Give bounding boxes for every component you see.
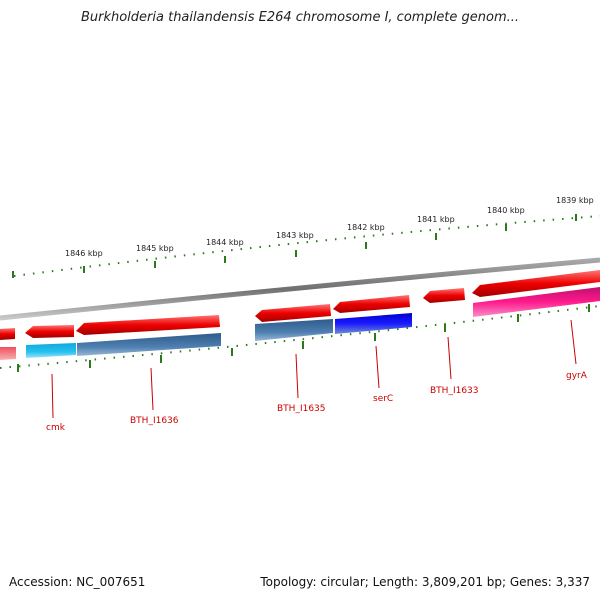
gene-arrows [0,270,600,340]
gene-arrow-bth-i1633 [423,288,465,303]
gene-arrow-bth-i1635 [255,304,331,322]
cds-bar [473,287,600,317]
gene-arrow-bth-i1636 [76,315,220,335]
kbp-label: 1844 kbp [206,238,244,247]
kbp-label: 1842 kbp [347,223,385,232]
map-title: Burkholderia thailandensis E264 chromoso… [80,10,520,25]
label-leaders [51,319,577,419]
kbp-labels: 1846 kbp 1845 kbp 1844 kbp 1843 kbp 1842… [65,196,594,258]
kbp-label: 1845 kbp [136,244,174,253]
gene-arrow-gyra [472,270,600,297]
cds-bar [335,313,412,334]
gene-label-bth-i1635: BTH_I1635 [277,404,326,414]
lower-tick-track [0,304,600,372]
gene-label-bth-i1636: BTH_I1636 [130,416,179,426]
kbp-label: 1846 kbp [65,249,103,258]
accession-text: Accession: NC_007651 [9,575,146,589]
gene-arrow [0,328,15,340]
gene-label-cmk: cmk [46,423,66,433]
cds-bar [255,319,333,341]
cds-bar [26,343,76,358]
gene-label-serc: serC [373,394,393,404]
chromosome-backbone [0,257,600,321]
gene-label-bth-i1633: BTH_I1633 [430,386,479,396]
gene-arrow-cmk [25,325,74,338]
topology-text: Topology: circular; Length: 3,809,201 bp… [260,575,590,589]
gene-labels: cmk BTH_I1636 BTH_I1635 serC BTH_I1633 g… [46,371,588,433]
kbp-label: 1839 kbp [556,196,594,205]
kbp-label: 1840 kbp [487,206,525,215]
cds-bar [77,333,221,356]
gene-arrow-serc [333,295,410,313]
kbp-label: 1843 kbp [276,231,314,240]
cds-bars [0,287,600,360]
upper-tick-track [12,214,600,278]
kbp-label: 1841 kbp [417,215,455,224]
cds-bar [0,347,16,360]
gene-label-gyra: gyrA [566,371,588,381]
